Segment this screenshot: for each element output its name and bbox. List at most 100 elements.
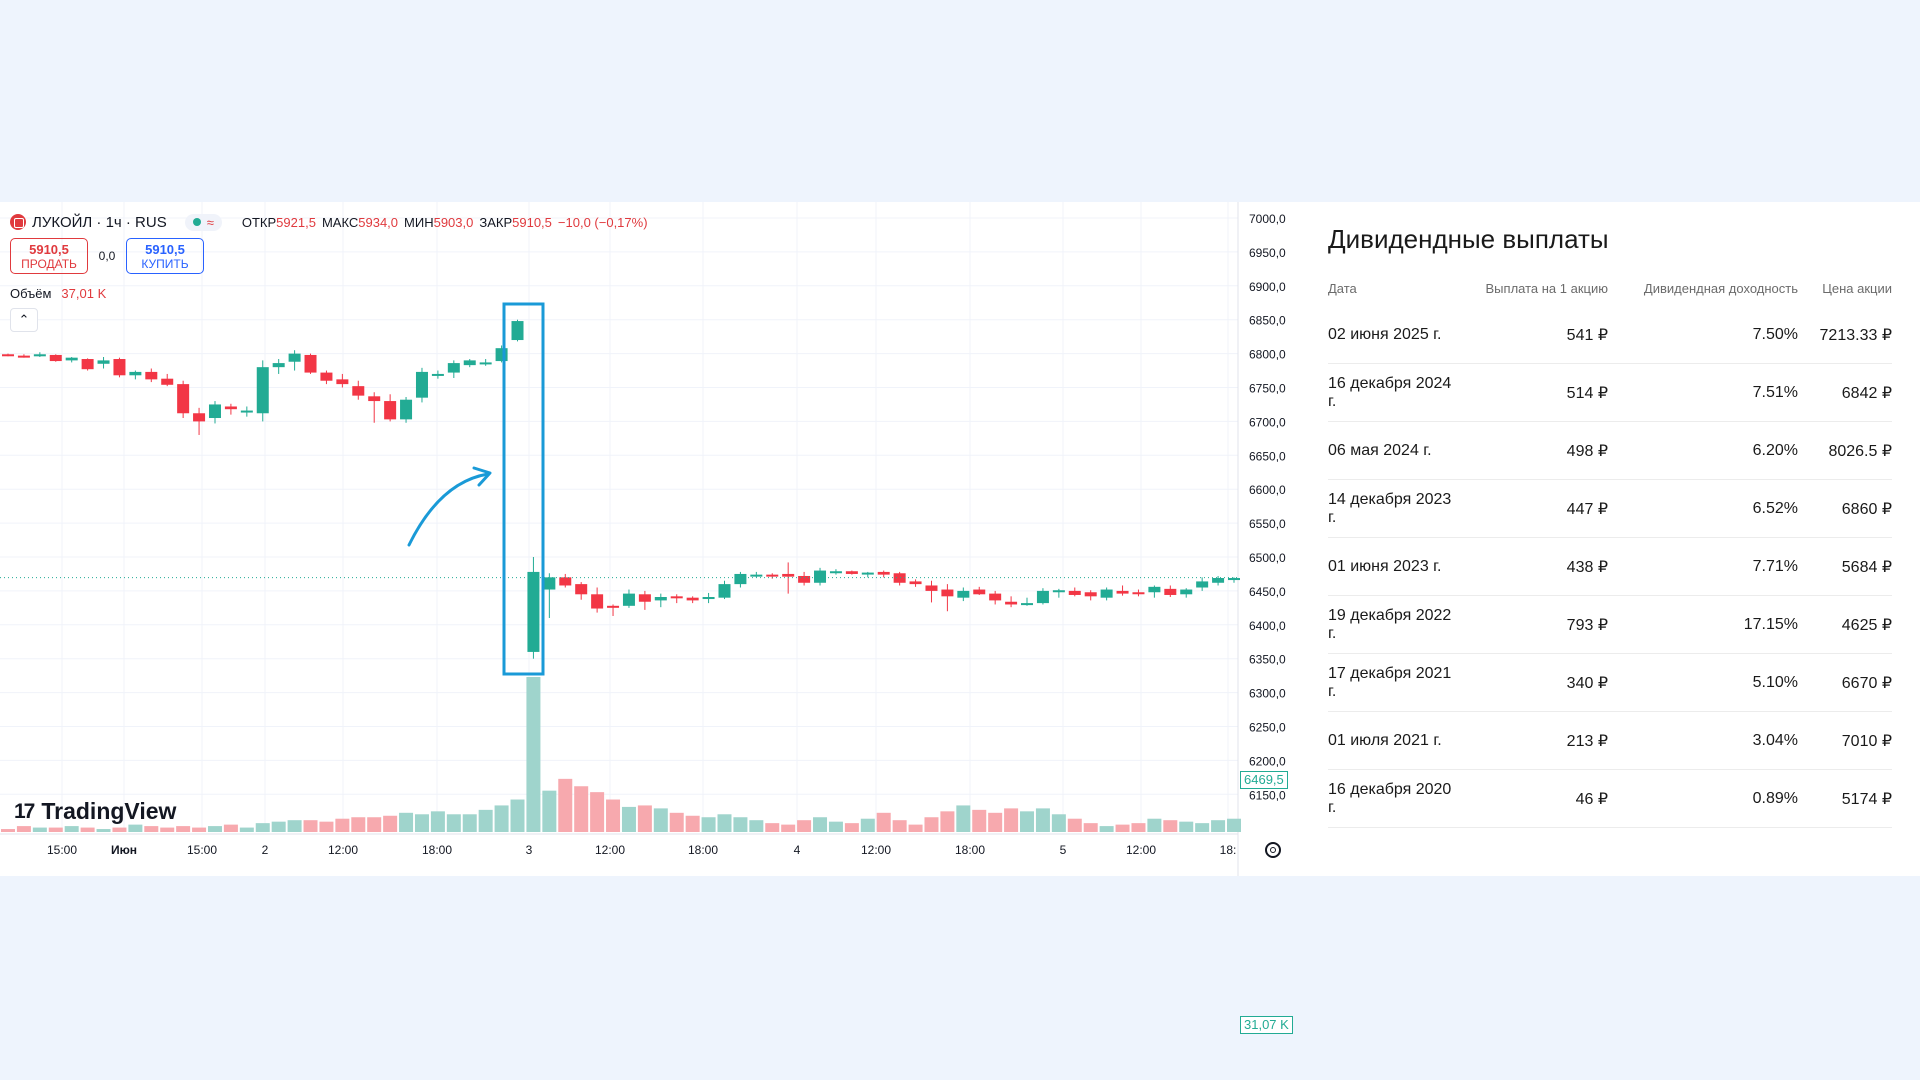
volume-bar bbox=[1, 829, 15, 832]
candle-body bbox=[607, 605, 620, 608]
collapse-legend-button[interactable]: ⌃ bbox=[10, 308, 38, 332]
volume-bar bbox=[1227, 818, 1241, 832]
volume-bar bbox=[112, 827, 127, 832]
volume-bar bbox=[844, 823, 859, 832]
symbol-header: ЛУКОЙЛ · 1ч · RUS ≈ ОТКР5921,5 МАКС5934,… bbox=[10, 210, 654, 234]
x-tick-label: Июн bbox=[111, 843, 137, 857]
cell-price: 7010 ₽ bbox=[1798, 711, 1892, 770]
volume-bar bbox=[351, 817, 366, 832]
volume-bar bbox=[446, 814, 461, 832]
candle-body bbox=[989, 593, 1002, 601]
table-row: 14 декабря 2023 г. 447 ₽6.52% 6860 ₽ bbox=[1328, 479, 1892, 538]
last-volume-badge: 31,07 K bbox=[1240, 1016, 1293, 1034]
cell-payout: 447 ₽ bbox=[1458, 479, 1608, 538]
cell-date: 17 декабря 2021 г. bbox=[1328, 653, 1458, 712]
candle-body bbox=[208, 404, 221, 419]
volume-bar bbox=[621, 806, 636, 832]
symbol-title[interactable]: ЛУКОЙЛ · 1ч · RUS bbox=[32, 213, 167, 231]
volume-bar bbox=[1067, 818, 1082, 832]
candle-body bbox=[1212, 578, 1225, 583]
volume-bar bbox=[781, 824, 796, 832]
dividends-panel: Дивидендные выплаты Дата Выплата на 1 ак… bbox=[1328, 202, 1892, 876]
cell-date: 06 мая 2024 г. bbox=[1328, 421, 1458, 480]
volume-bar bbox=[813, 817, 828, 832]
tradingview-logo[interactable]: 17 TradingView bbox=[14, 798, 176, 825]
cell-price: 6842 ₽ bbox=[1798, 363, 1892, 422]
volume-bar bbox=[1004, 808, 1019, 832]
volume-bar bbox=[32, 827, 47, 832]
volume-bar bbox=[223, 824, 238, 832]
volume-bar bbox=[367, 817, 382, 832]
volume-bar bbox=[64, 826, 79, 832]
cell-date: 02 июня 2025 г. bbox=[1328, 306, 1458, 364]
candle-body bbox=[1180, 589, 1193, 595]
candle-body bbox=[829, 571, 842, 574]
ohlc-close: ЗАКР5910,5 bbox=[479, 214, 552, 230]
volume-bar bbox=[1035, 808, 1050, 832]
y-tick-label: 6750,0 bbox=[1249, 382, 1286, 396]
candle-body bbox=[1116, 590, 1129, 594]
content-card: 7000,0 6950,0 6900,0 6850,0 6800,0 6750,0 6700… bbox=[0, 202, 1920, 1034]
x-tick-label: 15:00 bbox=[47, 843, 77, 857]
table-header-row: Дата Выплата на 1 акцию Дивидендная дохо… bbox=[1328, 270, 1892, 306]
sell-button[interactable]: 5910,5 ПРОДАТЬ bbox=[10, 238, 88, 274]
volume-bar bbox=[176, 826, 191, 832]
y-tick-label: 6450,0 bbox=[1249, 585, 1286, 599]
volume-bar bbox=[319, 821, 334, 832]
volume-bar bbox=[526, 677, 541, 832]
cell-date: 01 июня 2023 г. bbox=[1328, 537, 1458, 596]
market-status-pill[interactable]: ≈ bbox=[184, 213, 222, 231]
x-tick-label: 12:00 bbox=[1126, 843, 1156, 857]
table-row: 02 июня 2025 г. 541 ₽7.50% 7213.33 ₽ bbox=[1328, 306, 1892, 364]
candle-body bbox=[543, 577, 556, 590]
price-chart-panel: 7000,0 6950,0 6900,0 6850,0 6800,0 6750,0 6700… bbox=[0, 202, 1300, 1034]
candle-body bbox=[145, 371, 158, 380]
volume-legend[interactable]: Объём 37,01 K bbox=[10, 286, 106, 301]
volume-bar bbox=[128, 824, 143, 832]
candle-body bbox=[352, 386, 365, 396]
y-tick-label: 6300,0 bbox=[1249, 687, 1286, 701]
buy-button[interactable]: 5910,5 КУПИТЬ bbox=[126, 238, 204, 274]
y-tick-label: 6200,0 bbox=[1249, 754, 1286, 768]
candle-body bbox=[941, 589, 954, 597]
candle-body bbox=[129, 371, 142, 376]
candle-body bbox=[734, 573, 747, 585]
x-tick-label: 12:00 bbox=[328, 843, 358, 857]
candle-body bbox=[1148, 586, 1161, 593]
candle-body bbox=[909, 581, 922, 585]
volume-bar bbox=[637, 805, 652, 832]
candle-body bbox=[336, 379, 349, 385]
candle-body bbox=[272, 363, 285, 368]
candle-body bbox=[527, 571, 540, 652]
candle-body bbox=[2, 354, 14, 357]
chart-canvas[interactable]: 7000,0 6950,0 6900,0 6850,0 6800,0 6750,0 6700… bbox=[0, 202, 1300, 876]
volume-bar bbox=[462, 814, 477, 832]
volume-bar bbox=[606, 799, 621, 832]
cell-yield: 7.71% bbox=[1608, 537, 1798, 596]
candle-body bbox=[1100, 589, 1113, 598]
table-row: 06 мая 2024 г. 498 ₽6.20% 8026.5 ₽ bbox=[1328, 421, 1892, 480]
y-tick-label: 6700,0 bbox=[1249, 415, 1286, 429]
candle-body bbox=[893, 573, 906, 583]
x-tick-label: 3 bbox=[526, 843, 533, 857]
column-header-yield: Дивидендная доходность bbox=[1643, 280, 1798, 296]
volume-bar bbox=[255, 823, 270, 832]
candle-body bbox=[1164, 588, 1177, 595]
volume-bar bbox=[271, 821, 286, 832]
candle-body bbox=[1036, 590, 1049, 604]
table-row: 01 июля 2021 г. 213 ₽3.04% 7010 ₽ bbox=[1328, 711, 1892, 770]
volume-bar bbox=[701, 817, 716, 832]
column-header-date: Дата bbox=[1328, 280, 1357, 296]
volume-bar bbox=[1051, 814, 1066, 832]
cell-price: 5174 ₽ bbox=[1798, 769, 1892, 828]
y-tick-label: 6150,0 bbox=[1249, 788, 1286, 802]
volume-bar bbox=[574, 786, 589, 832]
chart-settings-icon[interactable] bbox=[1265, 842, 1281, 858]
cell-payout: 793 ₽ bbox=[1458, 595, 1608, 654]
cell-payout: 340 ₽ bbox=[1458, 653, 1608, 712]
candle-body bbox=[877, 571, 890, 575]
volume-bar bbox=[924, 817, 939, 832]
cell-price: 8026.5 ₽ bbox=[1798, 421, 1892, 480]
volume-bar bbox=[908, 824, 923, 832]
volume-bar bbox=[685, 815, 700, 832]
